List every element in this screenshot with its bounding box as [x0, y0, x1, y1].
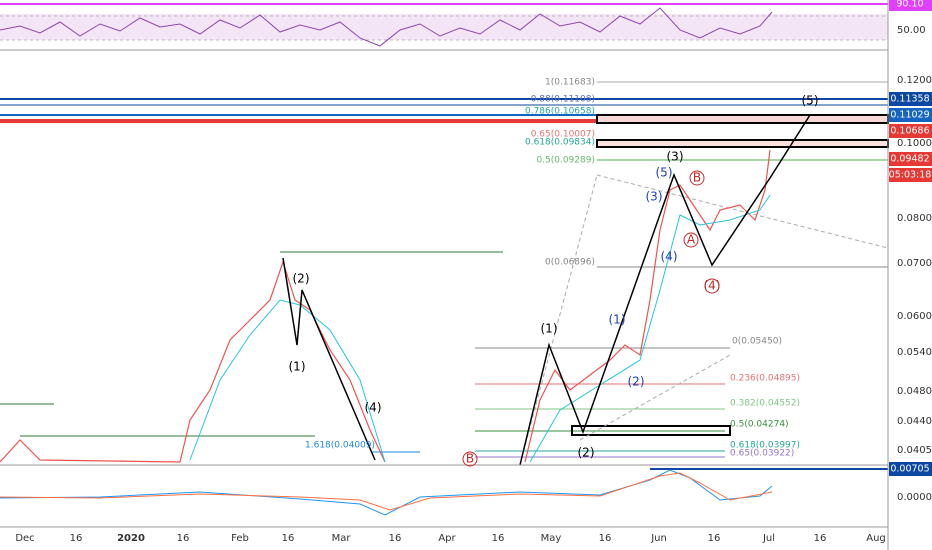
- price-badge-label: 0.00705: [890, 464, 929, 475]
- wave-label: (1): [609, 313, 626, 327]
- wave-label: (2): [578, 446, 595, 460]
- rsi-label: 50.00: [897, 25, 926, 36]
- fib-label: 0(0.05450): [732, 337, 782, 347]
- time-label: May: [541, 533, 562, 544]
- price-badge-label: 05:03:18: [889, 170, 932, 181]
- wave-label: (2): [628, 375, 645, 389]
- zone-box: [571, 425, 731, 436]
- wave-label: (1): [541, 322, 558, 336]
- rsi-band: [0, 14, 888, 40]
- wave-label: (4): [365, 401, 382, 415]
- wave-label: (5): [802, 94, 819, 108]
- wave-circle: [683, 232, 699, 248]
- price-label: 0.00000: [897, 492, 932, 503]
- wave-circle: [689, 170, 705, 186]
- time-label: Feb: [231, 533, 249, 544]
- wave-label: A: [687, 233, 696, 247]
- wave-label: B: [466, 452, 474, 466]
- time-label: Jul: [762, 533, 775, 544]
- price-badge-label: 0.11358: [890, 94, 929, 105]
- trend-line: [519, 174, 598, 466]
- trend-line: [579, 354, 731, 441]
- time-label: 2020: [117, 533, 145, 544]
- fib-label: 1.618(0.04009): [305, 441, 375, 451]
- fib-label: 0.65(0.10007): [531, 130, 595, 140]
- fib-label: 0.5(0.09289): [536, 156, 595, 166]
- price-badge: [889, 108, 932, 122]
- price-badge-label: 90.10: [896, 0, 923, 10]
- wave-label: (1): [289, 360, 306, 374]
- price-badge: [889, 462, 932, 476]
- price-badge-label: 0.11029: [890, 110, 929, 121]
- ma-line: [189, 299, 386, 463]
- fib-label: 0.382(0.04552): [730, 399, 800, 409]
- time-label: 16: [389, 533, 402, 544]
- zone-box: [596, 114, 889, 124]
- wave-label: B: [693, 171, 701, 185]
- time-label: Jun: [650, 533, 667, 544]
- time-label: 16: [814, 533, 827, 544]
- wave-circle: [462, 451, 478, 467]
- wave-line: [282, 257, 376, 461]
- fib-label: 0.88(0.11108): [531, 95, 595, 105]
- price-line: [524, 149, 771, 463]
- price-badge: [889, 124, 932, 138]
- fib-label: 0.786(0.10658): [525, 107, 595, 117]
- wave-label: (4): [704, 279, 721, 293]
- time-label: 16: [282, 533, 295, 544]
- zone-box: [596, 139, 889, 148]
- wave-label: (3): [646, 190, 663, 204]
- price-badge: [889, 168, 932, 182]
- price-badge: [889, 152, 932, 166]
- time-label: 16: [708, 533, 721, 544]
- fib-label: 0.618(0.03997): [730, 441, 800, 451]
- fib-label: 0.618(0.09834): [525, 138, 595, 148]
- wave-line: [519, 114, 811, 466]
- wave-label: (4): [661, 250, 678, 264]
- wave-circle: [704, 278, 720, 294]
- time-label: 16: [177, 533, 190, 544]
- time-label: Apr: [438, 533, 456, 544]
- time-label: Dec: [15, 533, 34, 544]
- wave-label: (3): [667, 150, 684, 164]
- signal-line: [0, 472, 773, 511]
- price-badge-label: 0.09482: [890, 154, 929, 165]
- macd-line: [0, 469, 773, 516]
- time-label: 16: [599, 533, 612, 544]
- fib-label: 0(0.06896): [545, 258, 595, 268]
- price-badge: [889, 0, 932, 11]
- fib-label: 0.5(0.04274): [730, 420, 789, 430]
- time-label: Aug: [866, 533, 886, 544]
- time-label: 16: [70, 533, 83, 544]
- time-label: Mar: [332, 533, 352, 544]
- price-badge-label: 0.10686: [890, 126, 929, 137]
- price-badge: [889, 92, 932, 106]
- trend-line: [596, 174, 889, 249]
- fib-label: 0.65(0.03922): [730, 449, 794, 459]
- wave-label: (5): [656, 166, 673, 180]
- rsi-line: [0, 7, 773, 47]
- fib-label: 0.236(0.04895): [730, 374, 800, 384]
- fib-label: 1(0.11683): [545, 78, 595, 88]
- wave-label: (2): [293, 272, 310, 286]
- time-label: 16: [492, 533, 505, 544]
- price-line: [0, 260, 386, 463]
